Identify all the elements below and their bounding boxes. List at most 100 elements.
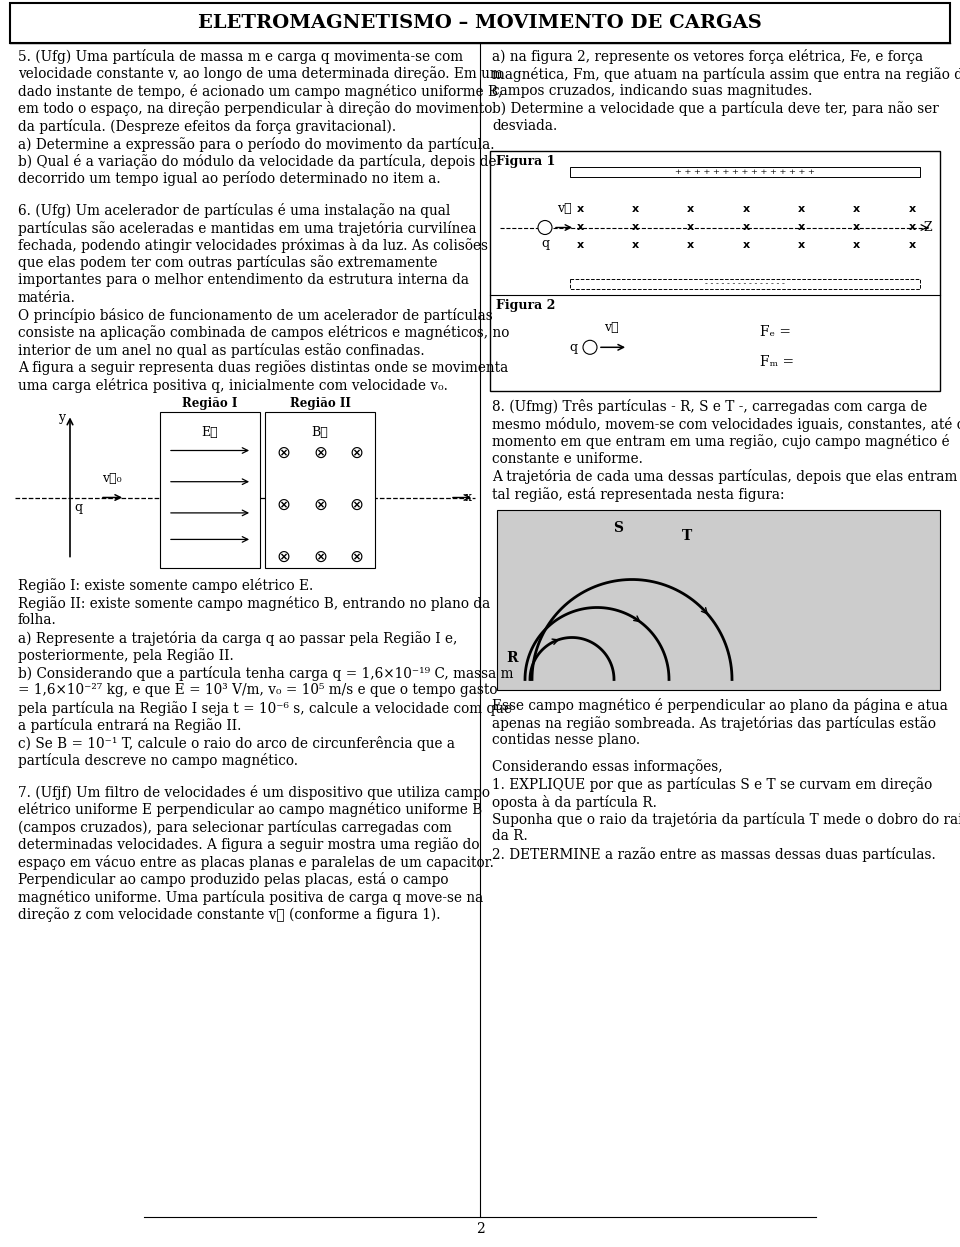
Text: O princípio básico de funcionamento de um acelerador de partículas: O princípio básico de funcionamento de u…: [18, 308, 492, 323]
Bar: [10, 2, 950, 42]
Text: a) Represente a trajetória da carga q ao passar pela Região I e,: a) Represente a trajetória da carga q ao…: [18, 631, 457, 646]
Text: 2: 2: [475, 1222, 485, 1236]
Text: x: x: [465, 491, 472, 504]
Text: x: x: [798, 241, 804, 251]
Text: x: x: [908, 205, 916, 214]
Text: x: x: [576, 222, 584, 232]
Text: = 1,6×10⁻²⁷ kg, e que E = 10³ V/m, v₀ = 10⁵ m/s e que o tempo gasto: = 1,6×10⁻²⁷ kg, e que E = 10³ V/m, v₀ = …: [18, 683, 497, 697]
Bar: [570, 278, 920, 288]
Text: importantes para o melhor entendimento da estrutura interna da: importantes para o melhor entendimento d…: [18, 273, 469, 287]
Text: oposta à da partícula R.: oposta à da partícula R.: [492, 794, 657, 809]
Text: decorrido um tempo igual ao período determinado no item a.: decorrido um tempo igual ao período dete…: [18, 172, 441, 187]
Text: +: +: [540, 222, 550, 232]
Text: tal região, está representada nesta figura:: tal região, está representada nesta figu…: [492, 486, 784, 501]
Text: ⊗: ⊗: [313, 444, 327, 463]
Bar: [570, 167, 920, 177]
Text: x: x: [687, 205, 694, 214]
Text: y: y: [58, 412, 65, 424]
Text: v⃗₀: v⃗₀: [102, 473, 122, 485]
Text: Figura 1: Figura 1: [496, 155, 556, 167]
Text: Região II: existe somente campo magnético B, entrando no plano da: Região II: existe somente campo magnétic…: [18, 596, 491, 611]
Text: x: x: [576, 205, 584, 214]
Text: ⊗: ⊗: [313, 549, 327, 566]
Text: x: x: [687, 222, 694, 232]
Text: Fₘ =: Fₘ =: [760, 355, 794, 369]
Text: a partícula entrará na Região II.: a partícula entrará na Região II.: [18, 718, 241, 733]
Text: a) na figura 2, represente os vetores força elétrica, Fe, e força: a) na figura 2, represente os vetores fo…: [492, 49, 924, 64]
Text: 6. (Ufg) Um acelerador de partículas é uma instalação na qual: 6. (Ufg) Um acelerador de partículas é u…: [18, 203, 450, 218]
Text: Z: Z: [924, 221, 932, 234]
Text: partícula descreve no campo magnético.: partícula descreve no campo magnético.: [18, 753, 298, 768]
Text: magnético uniforme. Uma partícula positiva de carga q move-se na: magnético uniforme. Uma partícula positi…: [18, 890, 483, 905]
Text: ⊗: ⊗: [276, 496, 290, 514]
Text: b) Considerando que a partícula tenha carga q = 1,6×10⁻¹⁹ C, massa m: b) Considerando que a partícula tenha ca…: [18, 666, 514, 681]
Text: A trajetória de cada uma dessas partículas, depois que elas entram em: A trajetória de cada uma dessas partícul…: [492, 469, 960, 484]
Text: posteriormente, pela Região II.: posteriormente, pela Região II.: [18, 648, 233, 663]
Text: dado instante de tempo, é acionado um campo magnético uniforme B,: dado instante de tempo, é acionado um ca…: [18, 84, 502, 99]
Text: x: x: [687, 241, 694, 251]
Text: c) Se B = 10⁻¹ T, calcule o raio do arco de circunferência que a: c) Se B = 10⁻¹ T, calcule o raio do arco…: [18, 736, 455, 751]
Text: constante e uniforme.: constante e uniforme.: [492, 451, 643, 465]
Text: 5. (Ufg) Uma partícula de massa m e carga q movimenta-se com: 5. (Ufg) Uma partícula de massa m e carg…: [18, 49, 463, 64]
Text: determinadas velocidades. A figura a seguir mostra uma região do: determinadas velocidades. A figura a seg…: [18, 837, 479, 852]
Text: espaço em vácuo entre as placas planas e paralelas de um capacitor.: espaço em vácuo entre as placas planas e…: [18, 854, 493, 869]
Text: 1. EXPLIQUE por que as partículas S e T se curvam em direção: 1. EXPLIQUE por que as partículas S e T …: [492, 777, 932, 792]
Text: b) Qual é a variação do módulo da velocidade da partícula, depois de: b) Qual é a variação do módulo da veloci…: [18, 153, 496, 170]
Text: q: q: [74, 501, 82, 515]
Text: a) Determine a expressão para o período do movimento da partícula.: a) Determine a expressão para o período …: [18, 136, 494, 151]
Text: b) Determine a velocidade que a partícula deve ter, para não ser: b) Determine a velocidade que a partícul…: [492, 101, 939, 116]
Text: momento em que entram em uma região, cujo campo magnético é: momento em que entram em uma região, cuj…: [492, 434, 949, 449]
Text: x: x: [798, 205, 804, 214]
Text: - - - - - - - - - - - - - - -: - - - - - - - - - - - - - - -: [705, 279, 785, 288]
Text: matéria.: matéria.: [18, 291, 76, 304]
Text: elétrico uniforme E perpendicular ao campo magnético uniforme B: elétrico uniforme E perpendicular ao cam…: [18, 802, 482, 817]
Text: x: x: [742, 205, 750, 214]
Text: ⊗: ⊗: [313, 496, 327, 514]
Text: + + + + + + + + + + + + + + +: + + + + + + + + + + + + + + +: [675, 167, 815, 176]
Text: uma carga elétrica positiva q, inicialmente com velocidade v₀.: uma carga elétrica positiva q, inicialme…: [18, 378, 448, 393]
Text: x: x: [632, 205, 639, 214]
Text: v⃗: v⃗: [604, 322, 618, 334]
Text: (campos cruzados), para selecionar partículas carregadas com: (campos cruzados), para selecionar partí…: [18, 819, 452, 834]
Text: campos cruzados, indicando suas magnitudes.: campos cruzados, indicando suas magnitud…: [492, 84, 812, 99]
Text: Suponha que o raio da trajetória da partícula T mede o dobro do raio: Suponha que o raio da trajetória da part…: [492, 812, 960, 827]
Text: desviada.: desviada.: [492, 118, 557, 133]
Text: x: x: [853, 205, 860, 214]
Text: ⊗: ⊗: [349, 549, 364, 566]
Text: Perpendicular ao campo produzido pelas placas, está o campo: Perpendicular ao campo produzido pelas p…: [18, 872, 448, 888]
Text: ⊗: ⊗: [349, 496, 364, 514]
Text: x: x: [742, 241, 750, 251]
Text: x: x: [853, 222, 860, 232]
Text: ⊗: ⊗: [276, 549, 290, 566]
Text: Região I: existe somente campo elétrico E.: Região I: existe somente campo elétrico …: [18, 579, 313, 594]
Bar: [497, 510, 940, 690]
Text: T: T: [682, 530, 692, 544]
Text: 2. DETERMINE a razão entre as massas dessas duas partículas.: 2. DETERMINE a razão entre as massas des…: [492, 847, 936, 862]
Text: velocidade constante v, ao longo de uma determinada direção. Em um: velocidade constante v, ao longo de uma …: [18, 66, 503, 81]
Text: 7. (Ufjf) Um filtro de velocidades é um dispositivo que utiliza campo: 7. (Ufjf) Um filtro de velocidades é um …: [18, 784, 490, 799]
Text: x: x: [853, 241, 860, 251]
Text: x: x: [576, 241, 584, 251]
Text: pela partícula na Região I seja t = 10⁻⁶ s, calcule a velocidade com que: pela partícula na Região I seja t = 10⁻⁶…: [18, 701, 512, 716]
Text: A figura a seguir representa duas regiões distintas onde se movimenta: A figura a seguir representa duas regiõe…: [18, 360, 508, 375]
Text: contidas nesse plano.: contidas nesse plano.: [492, 733, 640, 747]
Text: apenas na região sombreada. As trajetórias das partículas estão: apenas na região sombreada. As trajetóri…: [492, 716, 936, 731]
Text: fechada, podendo atingir velocidades próximas à da luz. As colisões: fechada, podendo atingir velocidades pró…: [18, 238, 488, 253]
Text: x: x: [908, 241, 916, 251]
Text: mesmo módulo, movem-se com velocidades iguais, constantes, até o: mesmo módulo, movem-se com velocidades i…: [492, 416, 960, 431]
Text: da partícula. (Despreze efeitos da força gravitacional).: da partícula. (Despreze efeitos da força…: [18, 118, 396, 133]
Text: consiste na aplicação combinada de campos elétricos e magnéticos, no: consiste na aplicação combinada de campo…: [18, 325, 510, 340]
Text: R: R: [506, 651, 517, 666]
Bar: [265, 412, 375, 567]
Text: Esse campo magnético é perpendicular ao plano da página e atua: Esse campo magnético é perpendicular ao …: [492, 698, 948, 713]
Bar: [490, 151, 940, 390]
Text: q: q: [570, 340, 578, 354]
Text: magnética, Fm, que atuam na partícula assim que entra na região de: magnética, Fm, que atuam na partícula as…: [492, 66, 960, 81]
Text: Região I: Região I: [182, 397, 238, 409]
Text: x: x: [908, 222, 916, 232]
Text: 8. (Ufmg) Três partículas - R, S e T -, carregadas com carga de: 8. (Ufmg) Três partículas - R, S e T -, …: [492, 399, 927, 414]
Text: folha.: folha.: [18, 614, 57, 627]
Circle shape: [583, 340, 597, 354]
Bar: [160, 412, 260, 567]
Text: x: x: [742, 222, 750, 232]
